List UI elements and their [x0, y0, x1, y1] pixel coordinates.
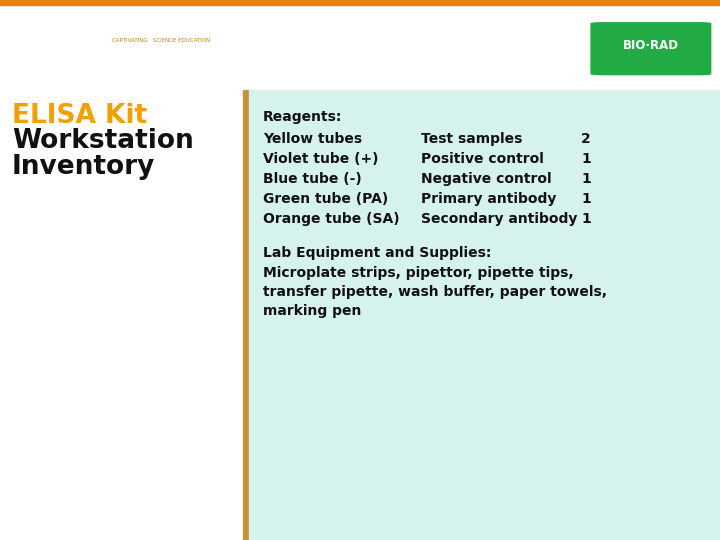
Text: 1: 1: [581, 152, 591, 166]
Text: transfer pipette, wash buffer, paper towels,: transfer pipette, wash buffer, paper tow…: [263, 285, 607, 299]
Text: 2: 2: [581, 132, 591, 146]
Bar: [243, 90, 249, 540]
Text: CAPTIVATING   SCIENCE EDUCATION: CAPTIVATING SCIENCE EDUCATION: [112, 38, 210, 43]
Text: Yellow tubes: Yellow tubes: [263, 132, 362, 146]
Text: Microplate strips, pipettor, pipette tips,: Microplate strips, pipettor, pipette tip…: [263, 266, 574, 280]
Text: Negative control: Negative control: [421, 172, 552, 186]
Text: Orange tube (SA): Orange tube (SA): [263, 212, 400, 226]
Text: Reagents:: Reagents:: [263, 110, 343, 124]
Text: BIO·RAD: BIO·RAD: [623, 38, 679, 52]
Bar: [0, 0, 720, 5]
Text: Explorer™: Explorer™: [22, 43, 125, 61]
Text: marking pen: marking pen: [263, 304, 361, 318]
Text: 1: 1: [581, 172, 591, 186]
Text: Positive control: Positive control: [421, 152, 544, 166]
Text: Inventory: Inventory: [12, 154, 156, 180]
Text: Secondary antibody: Secondary antibody: [421, 212, 577, 226]
Text: Test samples: Test samples: [421, 132, 523, 146]
Text: 1: 1: [581, 212, 591, 226]
Text: ELISA Kit: ELISA Kit: [12, 103, 147, 129]
Text: Workstation: Workstation: [12, 128, 194, 154]
Text: Violet tube (+): Violet tube (+): [263, 152, 379, 166]
Text: Blue tube (-): Blue tube (-): [263, 172, 362, 186]
Text: Biotechnology: Biotechnology: [22, 20, 144, 35]
Text: Green tube (PA): Green tube (PA): [263, 192, 388, 206]
Text: Lab Equipment and Supplies:: Lab Equipment and Supplies:: [263, 246, 492, 260]
Bar: [249, 90, 720, 540]
Bar: [0, 90, 243, 540]
Text: 1: 1: [581, 192, 591, 206]
Text: Primary antibody: Primary antibody: [421, 192, 557, 206]
FancyBboxPatch shape: [590, 22, 711, 75]
